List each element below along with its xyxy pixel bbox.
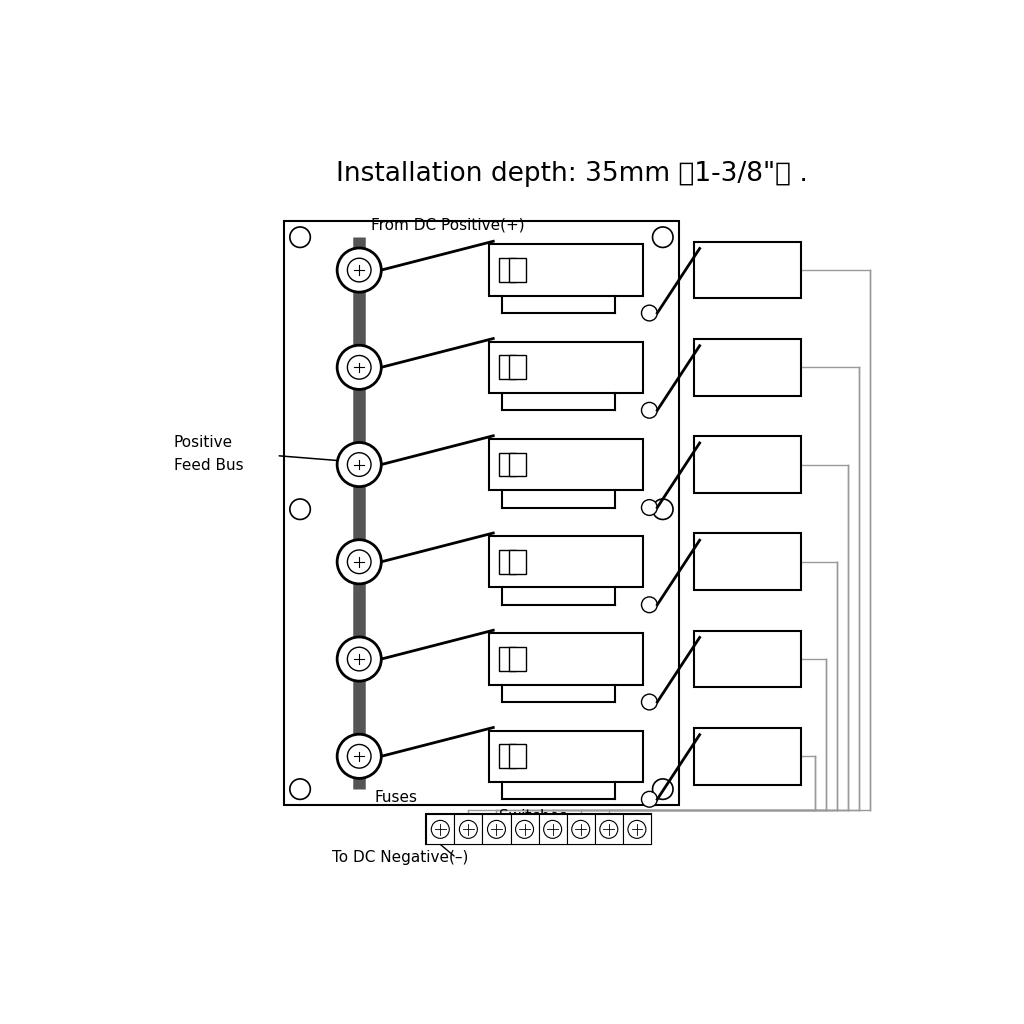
Text: Installation depth: 35mm （1-3/8"） .: Installation depth: 35mm （1-3/8"） . <box>336 161 808 187</box>
Bar <box>509 744 526 768</box>
Text: Positive: Positive <box>174 435 233 450</box>
Bar <box>499 355 516 379</box>
Bar <box>482 814 511 845</box>
Bar <box>623 814 651 845</box>
Circle shape <box>337 540 381 584</box>
Bar <box>509 647 526 671</box>
Circle shape <box>641 402 657 418</box>
Circle shape <box>641 694 657 710</box>
Bar <box>489 731 643 782</box>
Bar <box>426 814 455 845</box>
Bar <box>499 453 516 476</box>
Text: –: – <box>758 248 763 258</box>
Circle shape <box>337 734 381 778</box>
Text: –: – <box>758 734 763 744</box>
Circle shape <box>641 792 657 807</box>
Text: To DC Negative(–): To DC Negative(–) <box>332 850 468 865</box>
Circle shape <box>641 500 657 515</box>
Text: +: + <box>709 734 718 744</box>
Bar <box>694 242 801 298</box>
Bar <box>499 647 516 671</box>
Bar <box>489 245 643 296</box>
Circle shape <box>337 442 381 486</box>
Bar <box>566 814 595 845</box>
Text: DEVICE: DEVICE <box>728 568 767 579</box>
Bar <box>694 728 801 784</box>
Circle shape <box>337 248 381 292</box>
Text: –: – <box>758 637 763 647</box>
Text: +: + <box>709 248 718 258</box>
Bar <box>489 342 643 393</box>
Bar <box>509 550 526 573</box>
Text: DEVICE: DEVICE <box>728 374 767 384</box>
Text: +: + <box>709 637 718 647</box>
Bar <box>499 744 516 768</box>
Bar <box>426 814 651 845</box>
Text: DEVICE: DEVICE <box>728 276 767 287</box>
Text: +: + <box>709 442 718 453</box>
Text: –: – <box>758 345 763 355</box>
Bar <box>694 436 801 493</box>
Circle shape <box>337 637 381 681</box>
Text: +: + <box>709 540 718 550</box>
Text: +: + <box>709 345 718 355</box>
Bar <box>489 537 643 588</box>
Circle shape <box>641 305 657 321</box>
Bar <box>509 258 526 282</box>
Bar <box>499 550 516 573</box>
Bar <box>499 258 516 282</box>
Text: DEVICE: DEVICE <box>728 666 767 676</box>
Text: DEVICE: DEVICE <box>728 471 767 481</box>
Text: DEVICE: DEVICE <box>728 763 767 773</box>
Text: Feed Bus: Feed Bus <box>174 459 244 473</box>
Bar <box>539 814 566 845</box>
Bar <box>489 634 643 685</box>
Bar <box>595 814 623 845</box>
Text: Switches: Switches <box>499 809 566 824</box>
Bar <box>489 439 643 490</box>
Bar <box>509 453 526 476</box>
Bar <box>694 339 801 395</box>
Bar <box>694 631 801 687</box>
Bar <box>285 221 679 805</box>
Bar <box>694 534 801 590</box>
Circle shape <box>641 597 657 612</box>
Text: –: – <box>758 540 763 550</box>
Text: –: – <box>758 442 763 453</box>
Text: Fuses: Fuses <box>375 790 418 805</box>
Bar <box>511 814 539 845</box>
Bar <box>455 814 482 845</box>
Circle shape <box>337 345 381 389</box>
Text: From DC Positive(+): From DC Positive(+) <box>371 218 524 232</box>
Bar <box>509 355 526 379</box>
